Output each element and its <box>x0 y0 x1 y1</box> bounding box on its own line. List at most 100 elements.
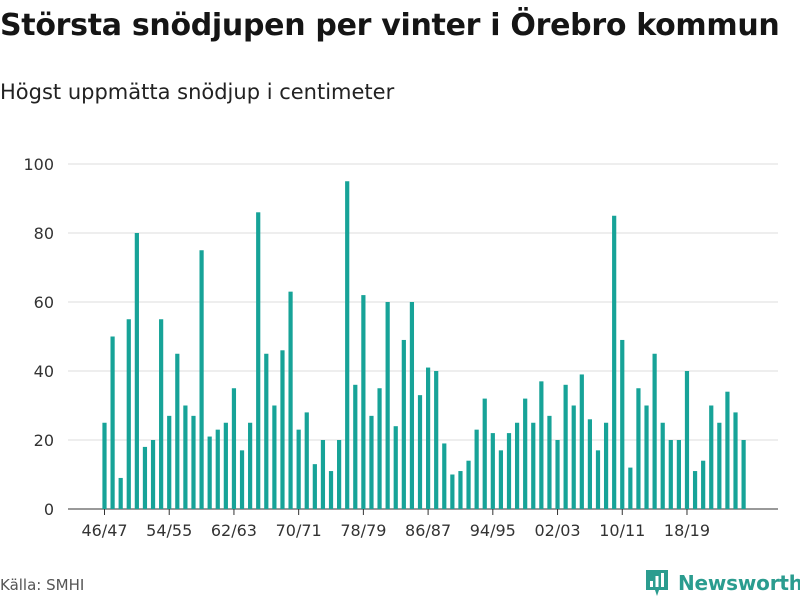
bar-53/54 <box>159 319 164 509</box>
bar-88/89 <box>442 443 447 509</box>
x-tick-label: 02/03 <box>534 521 580 540</box>
bar-71/72 <box>304 412 309 509</box>
bar-92/93 <box>474 429 479 509</box>
bar-93/94 <box>482 398 487 509</box>
x-tick-label: 70/71 <box>276 521 322 540</box>
x-tick-label: 46/47 <box>81 521 127 540</box>
brand-name: Newsworthy <box>678 571 800 595</box>
bar-76/77 <box>345 181 350 509</box>
y-axis-ticks: 0 20 40 60 80 100 <box>23 155 54 519</box>
bar-74/75 <box>328 471 334 509</box>
bar-55/56 <box>175 353 180 509</box>
bar-69/70 <box>288 291 293 509</box>
bar-86/87 <box>426 367 431 509</box>
bar-01/02 <box>547 415 552 509</box>
bar-84/85 <box>409 302 415 509</box>
bar-82/83 <box>393 426 398 509</box>
bar-06/07 <box>587 419 592 509</box>
bar-08/09 <box>603 422 609 509</box>
bar-49/50 <box>126 319 131 509</box>
bar-80/81 <box>377 388 382 509</box>
bar-48/49 <box>118 477 123 509</box>
bar-undefined <box>733 412 738 509</box>
bar-79/80 <box>369 415 374 509</box>
bar-05/06 <box>579 374 584 509</box>
bar-59/60 <box>207 436 212 509</box>
bar-46/47 <box>102 422 107 509</box>
x-tick-label: 10/11 <box>599 521 645 540</box>
bar-18/19 <box>684 371 690 509</box>
y-tick-label: 80 <box>34 224 54 243</box>
bar-16/17 <box>668 440 673 509</box>
x-axis-ticks: 46/47 54/55 62/63 70/71 78/79 86/87 94/95 02/03… <box>81 509 710 540</box>
bar-03/04 <box>563 384 568 509</box>
bar-96/97 <box>506 433 512 509</box>
bar-13/14 <box>644 405 649 509</box>
bar-50/51 <box>134 233 139 509</box>
bar-undefined <box>741 440 746 509</box>
bar-95/96 <box>498 450 504 509</box>
bar-89/90 <box>450 474 455 509</box>
bar-97/98 <box>514 422 520 509</box>
bar-83/84 <box>401 339 406 509</box>
bar-90/91 <box>458 471 463 509</box>
x-tick-label: 78/79 <box>340 521 386 540</box>
bar-91/92 <box>466 460 471 509</box>
chart-title: Största snödjupen per vinter i Örebro ko… <box>0 8 780 43</box>
bar-57/58 <box>191 415 196 509</box>
x-tick-label: 94/95 <box>470 521 516 540</box>
bar-99/00 <box>531 422 536 509</box>
bar-77/78 <box>353 384 358 509</box>
bar-62/63 <box>231 388 237 509</box>
bar-51/52 <box>142 446 148 509</box>
bar-85/86 <box>417 395 423 509</box>
chart-subtitle: Högst uppmätta snödjup i centimeter <box>0 80 395 104</box>
bar-00/01 <box>539 381 544 509</box>
bar-17/18 <box>676 440 681 509</box>
x-tick-label: 18/19 <box>664 521 710 540</box>
newsworthy-logo-icon <box>646 570 668 596</box>
bar-21/22 <box>709 405 714 509</box>
bars <box>102 181 746 510</box>
bar-52/53 <box>150 440 156 509</box>
bar-58/59 <box>199 250 204 509</box>
y-tick-label: 100 <box>23 155 54 174</box>
source-note: Källa: SMHI <box>0 576 85 594</box>
bar-66/67 <box>264 353 269 509</box>
bar-11/12 <box>628 467 633 509</box>
bar-78/79 <box>361 295 366 509</box>
bar-20/21 <box>701 460 706 509</box>
bar-12/13 <box>636 388 641 509</box>
bar-22/23 <box>717 422 722 509</box>
bar-15/16 <box>660 422 665 509</box>
bar-60/61 <box>215 429 220 509</box>
bar-54/55 <box>167 415 172 509</box>
bar-61/62 <box>223 422 228 509</box>
bar-81/82 <box>385 302 390 509</box>
bar-65/66 <box>256 212 261 510</box>
y-tick-label: 60 <box>34 293 54 312</box>
bar-98/99 <box>523 398 528 509</box>
bar-67/68 <box>272 405 277 509</box>
y-tick-label: 20 <box>34 431 54 450</box>
bar-04/05 <box>571 405 576 509</box>
bar-87/88 <box>434 371 439 509</box>
bar-75/76 <box>337 440 342 509</box>
bar-02/03 <box>555 440 560 509</box>
x-tick-label: 86/87 <box>405 521 451 540</box>
newsworthy-logo[interactable]: Newsworthy <box>644 568 800 598</box>
bar-68/69 <box>280 350 285 509</box>
bar-14/15 <box>652 353 657 509</box>
x-tick-label: 62/63 <box>211 521 257 540</box>
y-tick-label: 40 <box>34 362 54 381</box>
bar-94/95 <box>490 433 495 509</box>
y-tick-label: 0 <box>44 500 54 519</box>
bar-47/48 <box>110 336 115 509</box>
bar-10/11 <box>620 339 625 509</box>
bar-19/20 <box>692 471 698 509</box>
bar-63/64 <box>239 450 245 509</box>
bar-64/65 <box>248 422 253 509</box>
bar-73/74 <box>320 440 326 509</box>
x-tick-label: 54/55 <box>146 521 192 540</box>
bar-56/57 <box>183 405 188 509</box>
